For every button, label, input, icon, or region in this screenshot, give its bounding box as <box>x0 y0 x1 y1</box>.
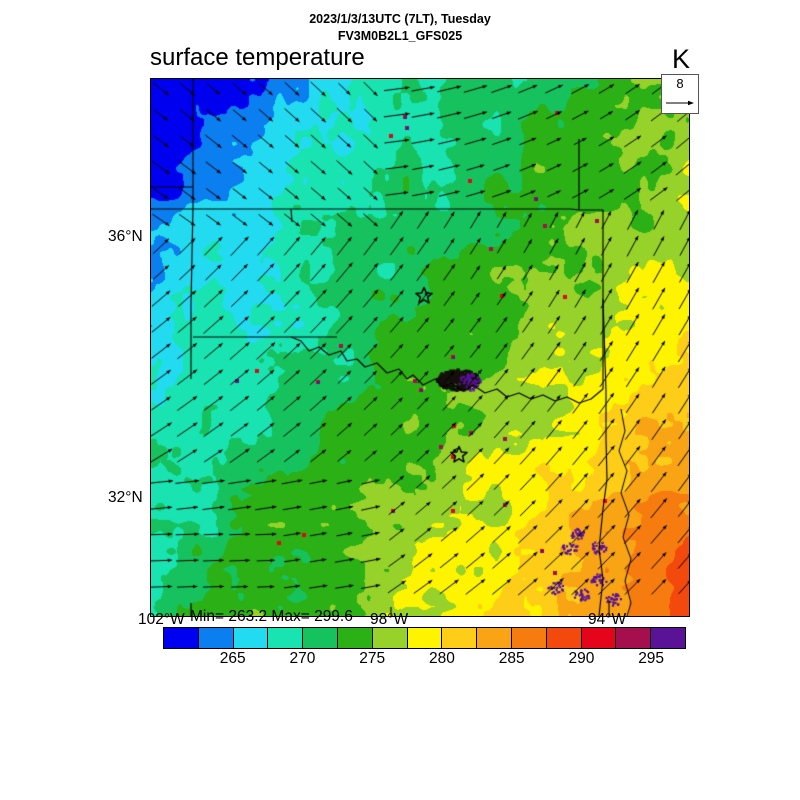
colorbar-tick-labels: 265 270 275 280 285 290 295 <box>163 650 686 670</box>
header-model-id: FV3M0B2L1_GFS025 <box>337 29 463 43</box>
colorbar-segment <box>546 628 582 648</box>
page-title: surface temperature <box>150 44 365 71</box>
x-axis-tick-94w: 94°W <box>588 611 627 628</box>
colorbar-segment <box>198 628 234 648</box>
colorbar <box>163 627 686 649</box>
colorbar-segment <box>442 628 478 648</box>
x-axis-tick-98w: 98°W <box>370 611 409 628</box>
colorbar-segment <box>164 628 199 648</box>
colorbar-tick: 290 <box>568 650 595 667</box>
units-label: K <box>672 44 691 74</box>
y-axis-tick-36n: 36°N <box>108 228 143 245</box>
colorbar-segment <box>477 628 512 648</box>
colorbar-segment <box>303 628 338 648</box>
colorbar-tick: 275 <box>359 650 386 667</box>
colorbar-segment <box>651 628 685 648</box>
x-axis-tick-102w: 102°W <box>138 611 185 628</box>
header-datetime: 2023/1/3/13UTC (7LT), Tuesday <box>309 12 491 26</box>
colorbar-segment <box>233 628 269 648</box>
colorbar-tick: 270 <box>289 650 316 667</box>
colorbar-tick: 285 <box>498 650 525 667</box>
colorbar-segment <box>511 628 547 648</box>
colorbar-segment <box>372 628 408 648</box>
colorbar-segment <box>407 628 443 648</box>
temperature-field-canvas <box>151 79 689 616</box>
min-max-annotation: Min= 263.2 Max= 299.6 <box>190 608 353 625</box>
colorbar-segment <box>616 628 652 648</box>
right-arrow-icon <box>666 100 694 106</box>
colorbar-segment <box>337 628 373 648</box>
colorbar-tick: 295 <box>638 650 665 667</box>
colorbar-tick: 265 <box>219 650 246 667</box>
map-plot-area <box>150 78 690 617</box>
colorbar-tick: 280 <box>428 650 455 667</box>
vector-scale-legend: 8 <box>661 74 699 114</box>
vector-scale-value: 8 <box>676 76 684 91</box>
y-axis-tick-32n: 32°N <box>108 489 143 506</box>
colorbar-segment <box>268 628 304 648</box>
colorbar-segment <box>581 628 617 648</box>
